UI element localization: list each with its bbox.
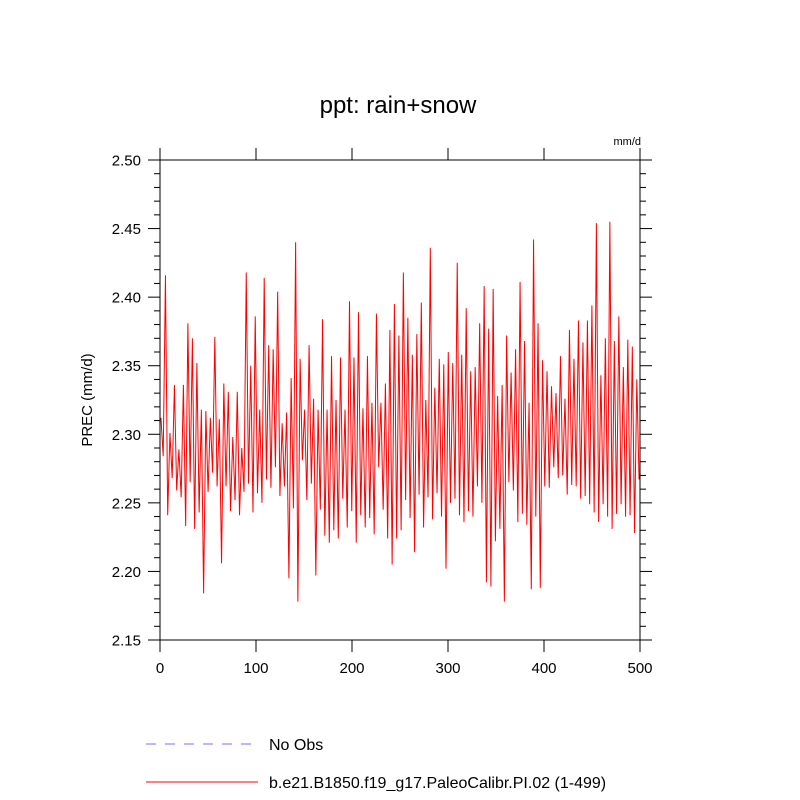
x-tick-label: 300	[435, 660, 460, 677]
y-tick-label: 2.30	[112, 427, 141, 444]
x-axis-ticks: 0 100 200 300 400 500	[156, 148, 653, 677]
legend-label-run: b.e21.B1850.f19_g17.PaleoCalibr.PI.02 (1…	[269, 775, 606, 792]
y-tick-label: 2.50	[112, 153, 141, 170]
x-tick-label: 500	[627, 660, 652, 677]
y-tick-label: 2.40	[112, 290, 141, 307]
y-axis-label: PREC (mm/d)	[79, 353, 96, 446]
legend: No Obs b.e21.B1850.f19_g17.PaleoCalibr.P…	[146, 737, 606, 792]
series-lines	[160, 221, 640, 602]
y-tick-label: 2.25	[112, 495, 141, 512]
legend-label-no-obs: No Obs	[269, 737, 323, 754]
x-tick-label: 100	[243, 660, 268, 677]
y-tick-label: 2.45	[112, 221, 141, 238]
x-tick-label: 0	[156, 660, 164, 677]
x-tick-label: 200	[339, 660, 364, 677]
plot-frame	[159, 159, 641, 641]
y-axis-ticks: 2.15 2.20 2.25 2.30 2.35 2.40 2.45 2.50	[112, 153, 652, 650]
series-line-1	[160, 221, 640, 602]
y-tick-label: 2.20	[112, 564, 141, 581]
units-label: mm/d	[614, 136, 642, 148]
plot-border	[159, 159, 641, 641]
x-tick-label: 400	[531, 660, 556, 677]
y-tick-label: 2.35	[112, 358, 141, 375]
y-tick-label: 2.15	[112, 633, 141, 650]
chart-title: ppt: rain+snow	[320, 92, 477, 119]
